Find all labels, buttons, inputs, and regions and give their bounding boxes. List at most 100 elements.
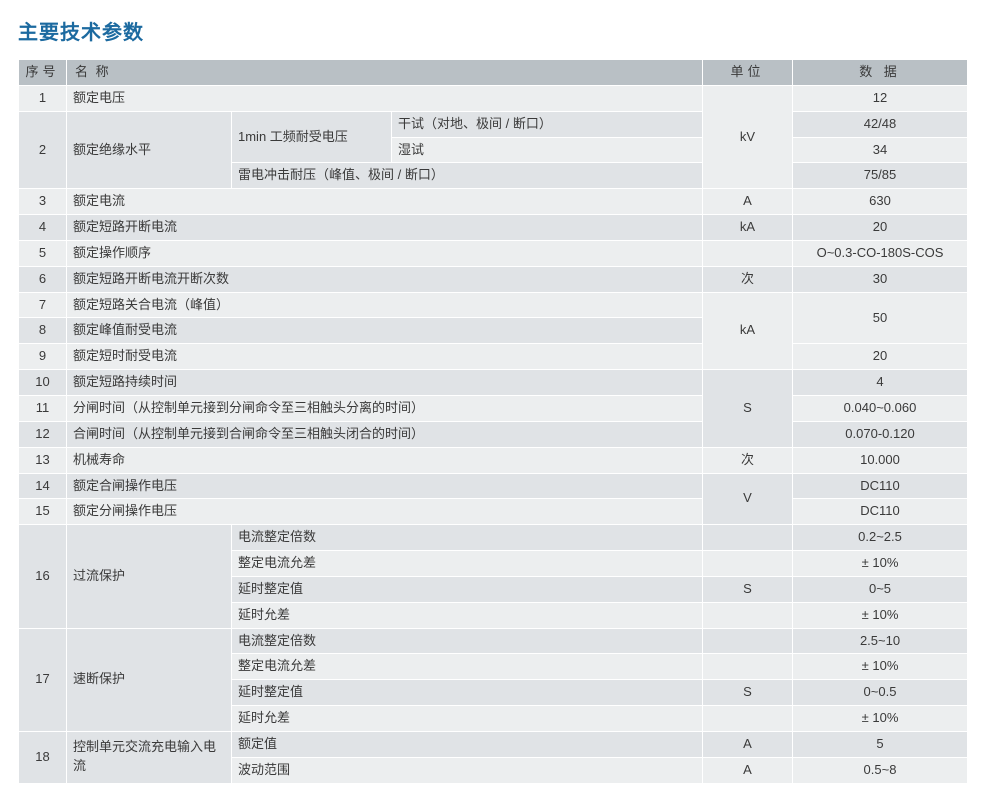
- cell-value: 0.070-0.120: [793, 421, 968, 447]
- cell-seq: 12: [19, 421, 67, 447]
- cell-unit: kV: [703, 85, 793, 188]
- cell-sub: 波动范围: [232, 757, 703, 783]
- cell-value: 12: [793, 85, 968, 111]
- cell-seq: 6: [19, 266, 67, 292]
- table-row: 7 额定短路关合电流（峰值） kA 50: [19, 292, 968, 318]
- cell-value: 75/85: [793, 163, 968, 189]
- cell-unit: S: [703, 680, 793, 706]
- cell-name: 机械寿命: [67, 447, 703, 473]
- cell-value: 20: [793, 344, 968, 370]
- cell-name: 控制单元交流充电输入电流: [67, 731, 232, 783]
- cell-name: 额定电压: [67, 85, 703, 111]
- cell-name: 额定分闸操作电压: [67, 499, 703, 525]
- cell-name: 额定短路开断电流开断次数: [67, 266, 703, 292]
- cell-unit: A: [703, 757, 793, 783]
- cell-unit: [703, 654, 793, 680]
- table-row: 6 额定短路开断电流开断次数 次 30: [19, 266, 968, 292]
- cell-seq: 15: [19, 499, 67, 525]
- cell-value: 0.040~0.060: [793, 395, 968, 421]
- cell-sub: 干试（对地、极间 / 断口）: [392, 111, 703, 137]
- cell-seq: 4: [19, 215, 67, 241]
- cell-unit: V: [703, 473, 793, 525]
- cell-sub: 延时整定值: [232, 680, 703, 706]
- cell-value: 630: [793, 189, 968, 215]
- cell-value: 2.5~10: [793, 628, 968, 654]
- cell-unit: [703, 706, 793, 732]
- col-seq: 序号: [19, 60, 67, 86]
- cell-seq: 13: [19, 447, 67, 473]
- table-header-row: 序号 名 称 单位 数 据: [19, 60, 968, 86]
- cell-sub: 1min 工频耐受电压: [232, 111, 392, 163]
- table-row: 9 额定短时耐受电流 20: [19, 344, 968, 370]
- table-row: 18 控制单元交流充电输入电流 额定值 A 5: [19, 731, 968, 757]
- cell-sub: 雷电冲击耐压（峰值、极间 / 断口）: [232, 163, 703, 189]
- cell-seq: 2: [19, 111, 67, 189]
- cell-name: 速断保护: [67, 628, 232, 731]
- cell-name: 额定短路关合电流（峰值）: [67, 292, 703, 318]
- cell-value: 5: [793, 731, 968, 757]
- cell-seq: 9: [19, 344, 67, 370]
- cell-name: 额定电流: [67, 189, 703, 215]
- cell-value: O~0.3-CO-180S-COS: [793, 240, 968, 266]
- cell-value: 0~5: [793, 576, 968, 602]
- cell-name: 额定操作顺序: [67, 240, 703, 266]
- cell-seq: 17: [19, 628, 67, 731]
- cell-unit: S: [703, 370, 793, 448]
- cell-value: 0.5~8: [793, 757, 968, 783]
- cell-seq: 10: [19, 370, 67, 396]
- cell-name: 额定短时耐受电流: [67, 344, 703, 370]
- cell-value: ± 10%: [793, 551, 968, 577]
- cell-unit: [703, 628, 793, 654]
- cell-value: 50: [793, 292, 968, 344]
- cell-unit: A: [703, 189, 793, 215]
- cell-unit: 次: [703, 447, 793, 473]
- cell-seq: 7: [19, 292, 67, 318]
- table-row: 11 分闸时间（从控制单元接到分闸命令至三相触头分离的时间） 0.040~0.0…: [19, 395, 968, 421]
- cell-seq: 16: [19, 525, 67, 628]
- cell-unit: kA: [703, 215, 793, 241]
- col-name: 名 称: [67, 60, 703, 86]
- cell-value: DC110: [793, 499, 968, 525]
- table-row: 1 额定电压 kV 12: [19, 85, 968, 111]
- cell-unit: [703, 240, 793, 266]
- cell-value: 0~0.5: [793, 680, 968, 706]
- cell-name: 过流保护: [67, 525, 232, 628]
- cell-sub: 整定电流允差: [232, 654, 703, 680]
- cell-seq: 3: [19, 189, 67, 215]
- cell-seq: 18: [19, 731, 67, 783]
- table-row: 5 额定操作顺序 O~0.3-CO-180S-COS: [19, 240, 968, 266]
- cell-name: 额定短路持续时间: [67, 370, 703, 396]
- cell-seq: 8: [19, 318, 67, 344]
- table-row: 15 额定分闸操作电压 DC110: [19, 499, 968, 525]
- cell-unit: [703, 525, 793, 551]
- cell-value: 20: [793, 215, 968, 241]
- table-row: 14 额定合闸操作电压 V DC110: [19, 473, 968, 499]
- table-row: 12 合闸时间（从控制单元接到合闸命令至三相触头闭合的时间） 0.070-0.1…: [19, 421, 968, 447]
- col-unit: 单位: [703, 60, 793, 86]
- cell-value: 10.000: [793, 447, 968, 473]
- cell-unit: [703, 551, 793, 577]
- cell-seq: 11: [19, 395, 67, 421]
- cell-value: 30: [793, 266, 968, 292]
- cell-value: ± 10%: [793, 654, 968, 680]
- spec-table: 序号 名 称 单位 数 据 1 额定电压 kV 12 2 额定绝缘水平 1min…: [18, 59, 968, 784]
- cell-value: 0.2~2.5: [793, 525, 968, 551]
- cell-value: ± 10%: [793, 602, 968, 628]
- cell-sub: 延时整定值: [232, 576, 703, 602]
- cell-name: 合闸时间（从控制单元接到合闸命令至三相触头闭合的时间）: [67, 421, 703, 447]
- cell-unit: A: [703, 731, 793, 757]
- cell-sub: 湿试: [392, 137, 703, 163]
- cell-value: 42/48: [793, 111, 968, 137]
- cell-sub: 额定值: [232, 731, 703, 757]
- cell-value: ± 10%: [793, 706, 968, 732]
- cell-value: DC110: [793, 473, 968, 499]
- cell-name: 额定峰值耐受电流: [67, 318, 703, 344]
- cell-sub: 整定电流允差: [232, 551, 703, 577]
- cell-unit: [703, 602, 793, 628]
- cell-name: 额定短路开断电流: [67, 215, 703, 241]
- cell-seq: 1: [19, 85, 67, 111]
- table-row: 4 额定短路开断电流 kA 20: [19, 215, 968, 241]
- cell-value: 4: [793, 370, 968, 396]
- cell-seq: 14: [19, 473, 67, 499]
- cell-seq: 5: [19, 240, 67, 266]
